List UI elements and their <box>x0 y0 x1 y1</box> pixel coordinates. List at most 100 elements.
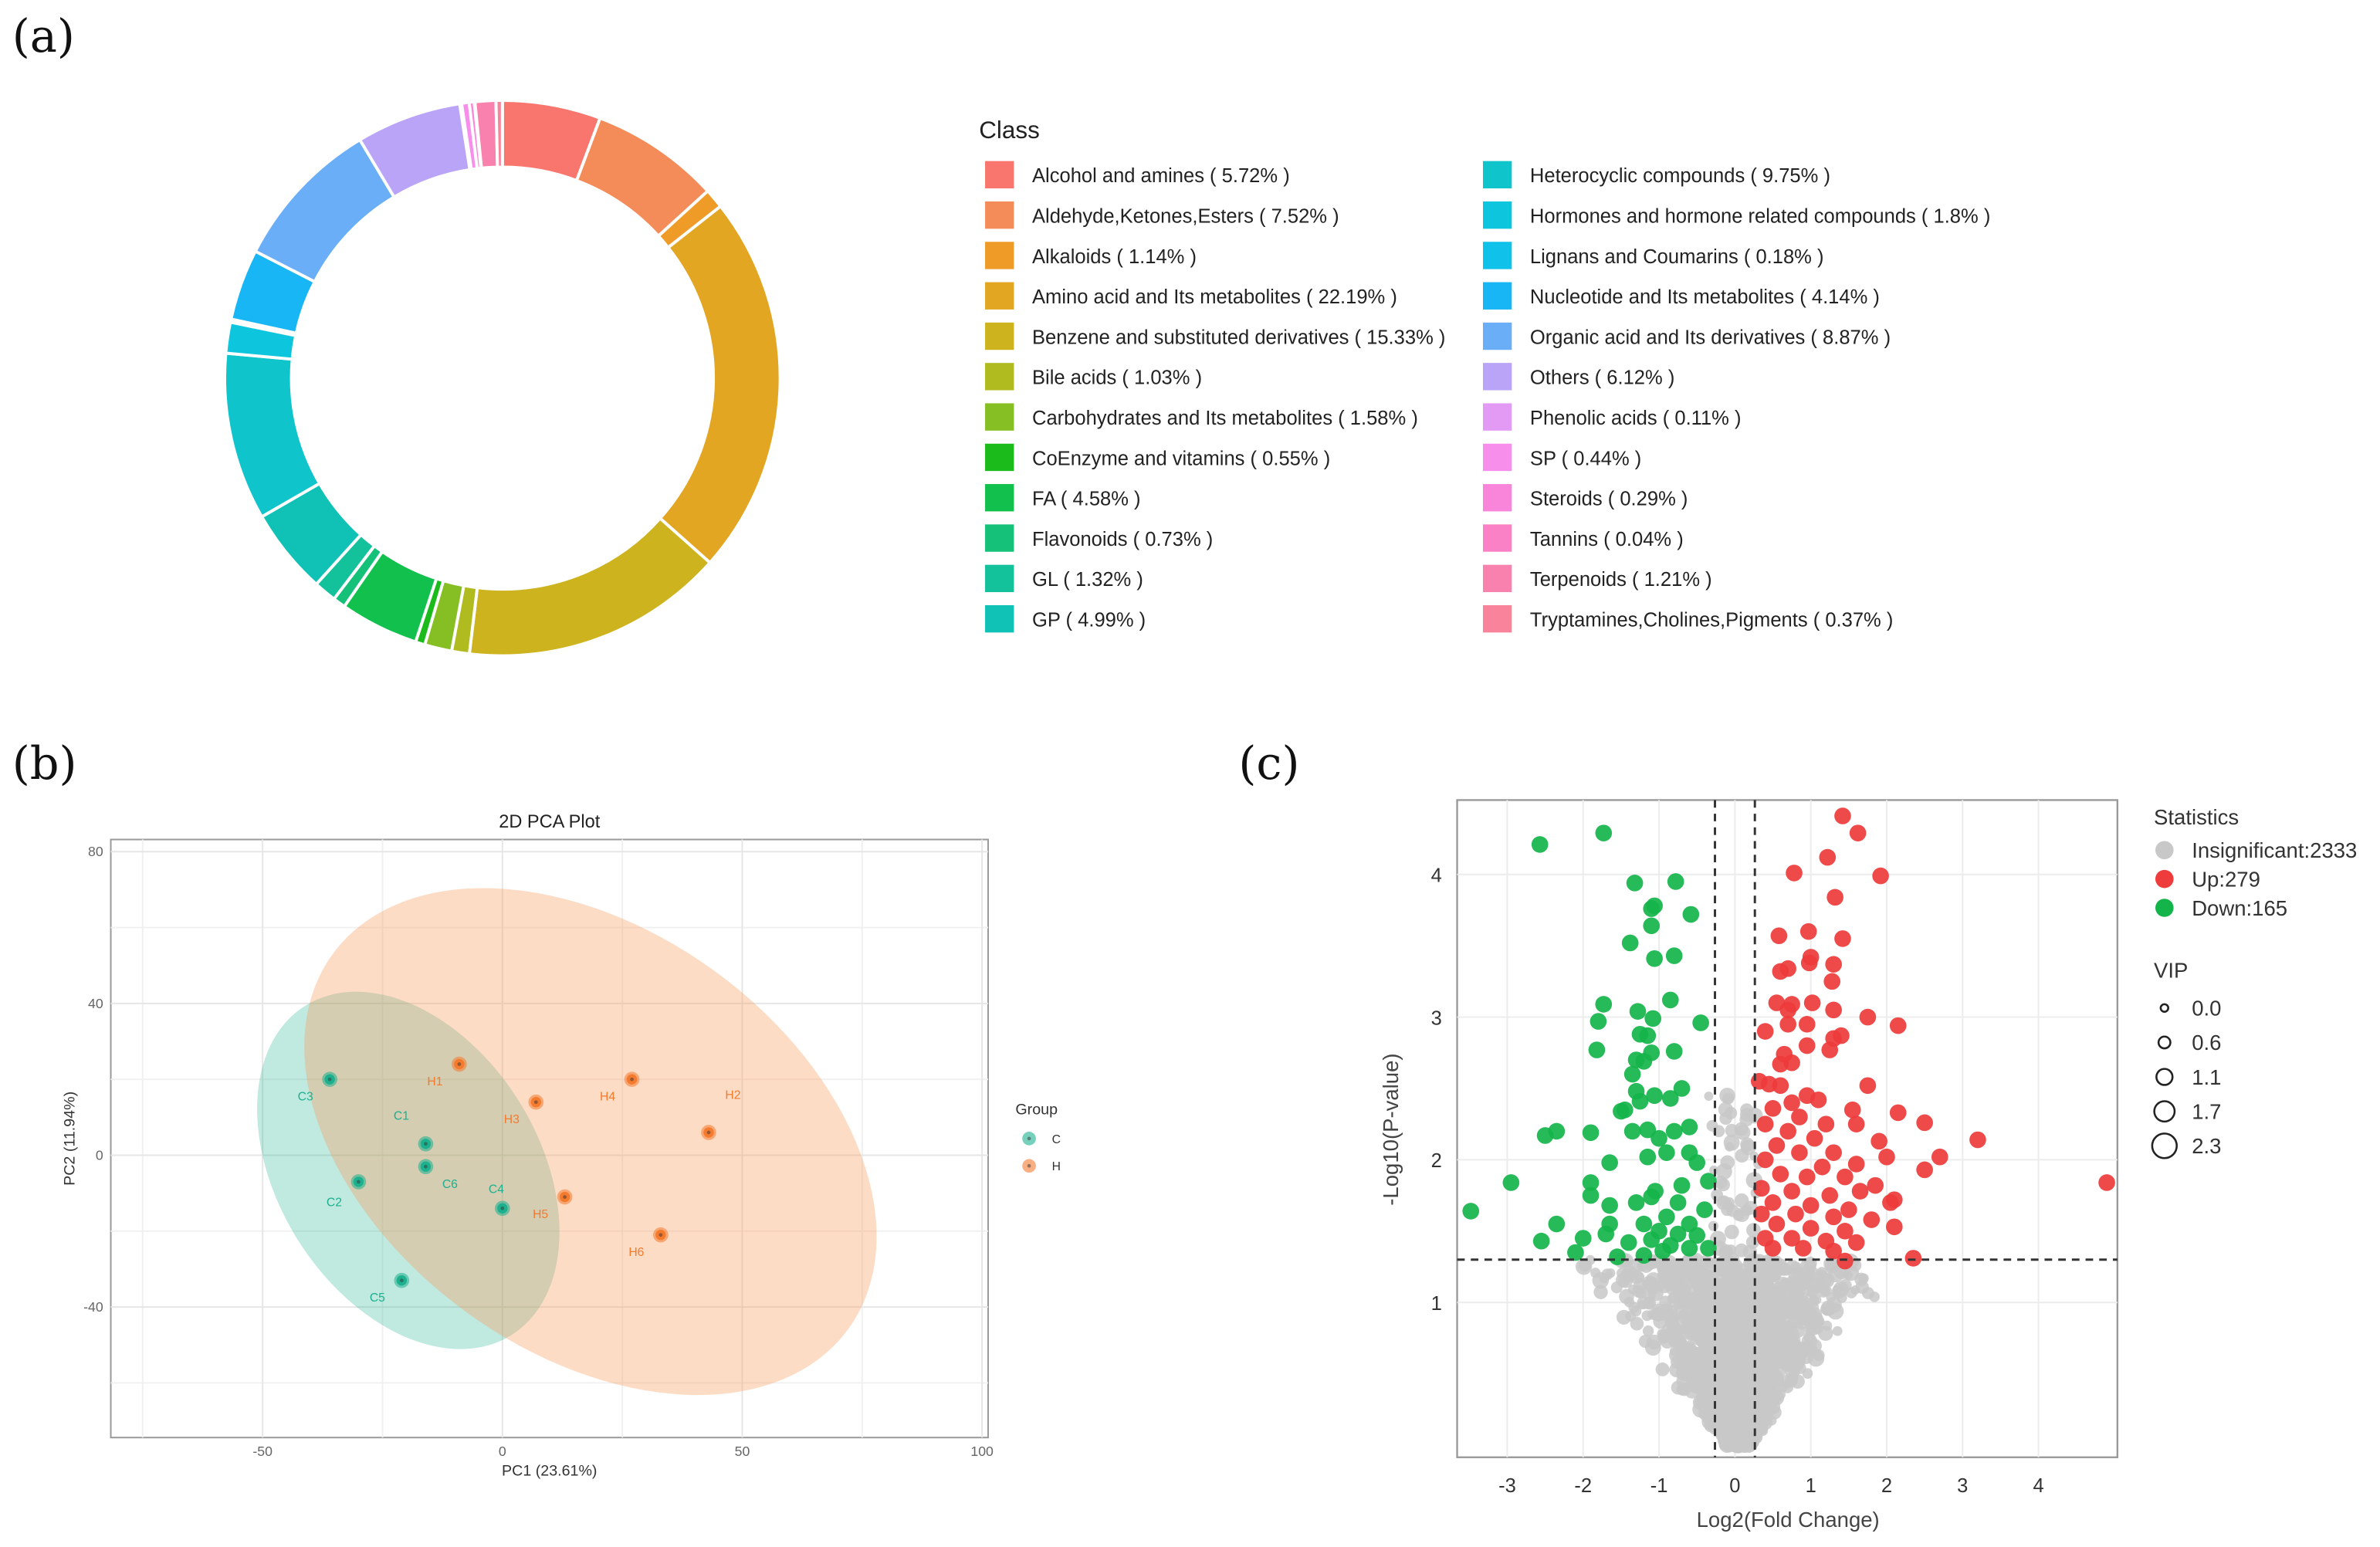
point-up <box>1768 1137 1786 1154</box>
pca-point-center <box>424 1164 428 1169</box>
x-tick-label: 100 <box>970 1444 994 1459</box>
point-insignificant <box>1715 1264 1728 1277</box>
point-down <box>1654 1242 1671 1260</box>
point-up <box>1806 1129 1823 1147</box>
point-up <box>1878 1148 1895 1166</box>
point-up <box>1882 1194 1899 1211</box>
legend-label: Flavonoids ( 0.73% ) <box>1032 529 1213 550</box>
legend-label: Alkaloids ( 1.14% ) <box>1032 246 1197 268</box>
point-down <box>1681 1119 1698 1136</box>
pca-point-center <box>706 1130 711 1135</box>
vip-label: 1.1 <box>2192 1065 2221 1089</box>
point-up <box>1931 1148 1948 1166</box>
legend-label: Steroids ( 0.29% ) <box>1530 489 1688 510</box>
pca-point-label: C4 <box>489 1183 504 1197</box>
point-insignificant <box>1781 1315 1791 1325</box>
point-up <box>1779 1001 1796 1019</box>
point-up <box>1795 1240 1812 1257</box>
point-insignificant <box>1775 1300 1787 1312</box>
legend-label: Terpenoids ( 1.21% ) <box>1530 569 1712 591</box>
point-insignificant <box>1734 1243 1749 1258</box>
point-up <box>1783 1183 1800 1200</box>
pca-point-label: H3 <box>504 1113 520 1126</box>
point-up <box>1867 1176 1884 1194</box>
point-insignificant <box>1630 1316 1644 1331</box>
point-up <box>1886 1218 1903 1236</box>
point-insignificant <box>1715 1331 1731 1346</box>
legend-label: C <box>1052 1133 1061 1146</box>
point-down <box>1635 1247 1653 1264</box>
point-up <box>1916 1161 1933 1179</box>
legend-label: Others ( 6.12% ) <box>1530 367 1674 389</box>
pca-legend-title: Group <box>1015 1101 1058 1118</box>
point-up <box>1800 954 1818 972</box>
point-insignificant <box>1789 1315 1800 1326</box>
vip-size-circle <box>2159 1003 2169 1013</box>
legend-swatch <box>1482 524 1512 552</box>
vip-size-circle <box>2153 1100 2176 1123</box>
point-down <box>1597 1225 1615 1243</box>
point-down <box>1673 1080 1691 1097</box>
donut-slice <box>658 204 782 565</box>
pca-point-label: C3 <box>298 1091 313 1104</box>
point-down <box>1643 1231 1661 1248</box>
point-up <box>1916 1114 1933 1132</box>
volcano-xlabel: Log2(Fold Change) <box>1697 1508 1880 1532</box>
x-tick-label: -3 <box>1498 1475 1516 1497</box>
point-up <box>1825 1208 1842 1226</box>
legend-dot <box>2155 841 2174 860</box>
point-insignificant <box>1643 1297 1657 1310</box>
vip-size-circle <box>2155 1068 2174 1086</box>
point-up <box>1791 1144 1808 1161</box>
legend-label: Alcohol and amines ( 5.72% ) <box>1032 165 1290 187</box>
pca-point-label: H1 <box>427 1075 442 1088</box>
point-insignificant <box>1725 1377 1738 1391</box>
x-tick-label: -1 <box>1650 1475 1668 1497</box>
point-down <box>1582 1124 1600 1142</box>
point-insignificant <box>1826 1303 1844 1320</box>
point-insignificant <box>1746 1223 1761 1237</box>
point-up <box>1803 994 1821 1011</box>
donut-legend: Alcohol and amines ( 5.72% ) Aldehyde,Ket… <box>985 161 1990 633</box>
legend-label: Down:165 <box>2192 896 2287 920</box>
vip-label: 1.7 <box>2192 1100 2221 1124</box>
point-insignificant <box>1704 1335 1715 1346</box>
point-up <box>1904 1250 1922 1267</box>
point-down <box>1635 1053 1653 1070</box>
point-insignificant <box>1635 1287 1647 1299</box>
legend-swatch <box>985 403 1014 431</box>
point-up <box>1798 1168 1816 1186</box>
point-insignificant <box>1715 1256 1725 1267</box>
volcano-legend-title: Statistics <box>2154 805 2239 829</box>
pca-point-label: H5 <box>533 1208 548 1221</box>
point-insignificant <box>1766 1415 1777 1426</box>
point-up <box>1770 927 1788 945</box>
point-insignificant <box>1642 1325 1654 1337</box>
point-insignificant <box>1722 1092 1735 1105</box>
point-up <box>1837 1168 1854 1186</box>
legend-label: H <box>1052 1160 1061 1173</box>
pca-legend: CH <box>1022 1132 1061 1173</box>
point-insignificant <box>1738 1416 1755 1432</box>
point-up <box>1783 1054 1800 1071</box>
pca-point-label: H4 <box>600 1091 615 1104</box>
point-up <box>1786 865 1803 882</box>
point-up <box>1847 1115 1865 1133</box>
legend-label: SP ( 0.44% ) <box>1530 448 1641 469</box>
point-up <box>1825 1242 1842 1260</box>
point-insignificant <box>1725 1316 1738 1331</box>
vip-label: 0.6 <box>2192 1031 2221 1054</box>
point-down <box>1502 1174 1520 1191</box>
point-up <box>1825 1144 1842 1161</box>
point-insignificant <box>1715 1163 1732 1180</box>
point-up <box>1821 1186 1839 1204</box>
point-insignificant <box>1785 1260 1800 1275</box>
legend-swatch <box>985 242 1014 269</box>
point-insignificant <box>1728 1363 1740 1376</box>
legend-swatch <box>1482 443 1512 472</box>
point-down <box>1595 996 1613 1013</box>
point-insignificant <box>1740 1103 1754 1117</box>
point-insignificant <box>1734 1193 1749 1208</box>
y-tick-label: 3 <box>1431 1007 1442 1029</box>
pca-point-label: C2 <box>327 1196 342 1209</box>
